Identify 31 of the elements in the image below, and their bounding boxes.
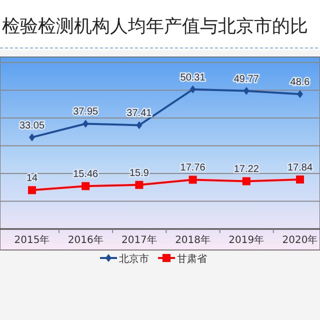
data-label: 48.6 <box>290 77 310 88</box>
data-label: 33.05 <box>19 120 45 132</box>
point <box>188 176 197 184</box>
data-label: 14 <box>26 173 38 184</box>
x-tick-label: 2016年 <box>68 234 104 246</box>
x-tick-label: 2020年 <box>282 234 318 246</box>
x-tick-label: 2019年 <box>228 234 264 246</box>
data-label: 37.41 <box>126 108 152 120</box>
data-label: 17.84 <box>287 162 313 174</box>
point <box>28 186 36 194</box>
point <box>29 133 35 142</box>
x-tick-label: 2017年 <box>121 234 157 246</box>
legend-label: 甘肃省 <box>177 253 207 265</box>
point <box>242 177 250 186</box>
data-label: 17.76 <box>180 162 206 174</box>
point <box>82 120 89 128</box>
legend-label: 北京市 <box>119 253 149 265</box>
point <box>297 90 303 98</box>
data-label: 17.22 <box>234 164 260 176</box>
point <box>136 121 142 130</box>
point <box>190 85 196 94</box>
point <box>82 182 90 190</box>
point <box>296 176 304 184</box>
point <box>243 86 250 95</box>
data-label: 50.31 <box>180 72 206 84</box>
data-label: 49.77 <box>234 74 260 85</box>
x-tick-label: 2015年 <box>14 234 50 246</box>
data-label: 37.95 <box>73 106 99 118</box>
chart-title: 检验检测机构人均年产值与北京市的比 <box>2 16 308 37</box>
x-tick-label: 2018年 <box>175 234 211 246</box>
point <box>135 180 144 189</box>
